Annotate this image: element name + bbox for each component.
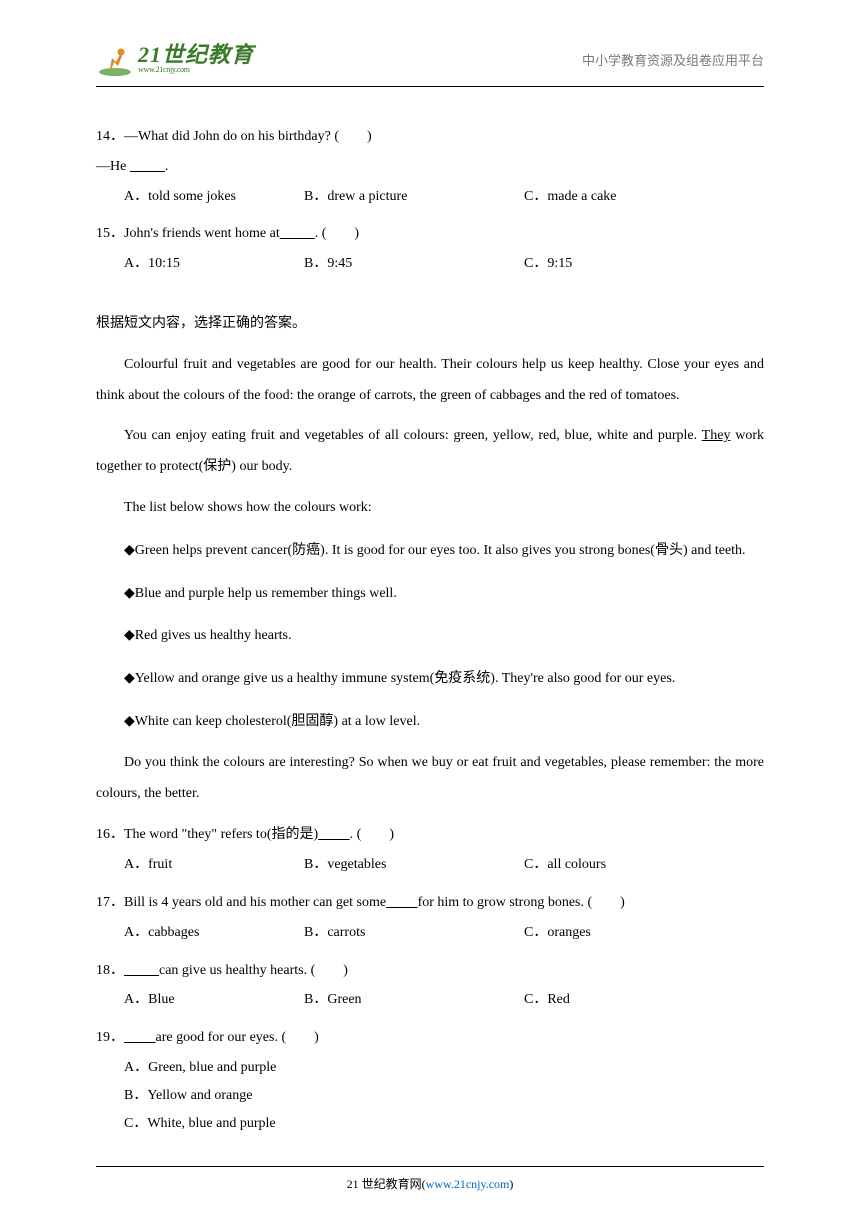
- q16-choice-c[interactable]: C．all colours: [524, 853, 764, 877]
- bullet-4: ◆Yellow and orange give us a healthy imm…: [96, 662, 764, 695]
- q19-choice-b[interactable]: B．Yellow and orange: [124, 1084, 764, 1108]
- q18-choice-c[interactable]: C．Red: [524, 988, 764, 1012]
- page-footer: 21 世纪教育网(www.21cnjy.com): [96, 1166, 764, 1192]
- q14-blank[interactable]: [130, 159, 165, 174]
- q19-choices: A．Green, blue and purple B．Yellow and or…: [96, 1056, 764, 1135]
- q16-choice-b[interactable]: B．vegetables: [304, 853, 524, 877]
- q17-choice-b[interactable]: B．carrots: [304, 921, 524, 945]
- passage-p3: The list below shows how the colours wor…: [96, 493, 764, 524]
- q16-text: The word "they" refers to(指的是): [124, 823, 318, 847]
- q18-text: can give us healthy hearts. ( ): [159, 959, 348, 983]
- logo: 21世纪教育 www.21cnjy.com: [96, 40, 254, 78]
- q17-choice-a[interactable]: A．cabbages: [124, 921, 304, 945]
- q17-num: 17．: [96, 891, 124, 915]
- logo-sub-text: www.21cnjy.com: [138, 66, 254, 74]
- logo-text: 21世纪教育 www.21cnjy.com: [138, 44, 254, 74]
- passage-p4: Do you think the colours are interesting…: [96, 748, 764, 810]
- footer-link[interactable]: www.21cnjy.com: [426, 1177, 510, 1191]
- q18-choice-a[interactable]: A．Blue: [124, 988, 304, 1012]
- q18-num: 18．: [96, 959, 124, 983]
- bullet-5: ◆White can keep cholesterol(胆固醇) at a lo…: [96, 705, 764, 738]
- q16-num: 16．: [96, 823, 124, 847]
- q17-choice-c[interactable]: C．oranges: [524, 921, 764, 945]
- question-14: 14． —What did John do on his birthday? (…: [96, 125, 764, 149]
- q15-choice-b[interactable]: B．9:45: [304, 252, 524, 276]
- q14-period: .: [165, 159, 169, 174]
- question-16: 16． The word "they" refers to(指的是) . ( ): [96, 823, 764, 847]
- q14-sub: —He: [96, 159, 130, 174]
- question-19: 19． are good for our eyes. ( ): [96, 1026, 764, 1050]
- question-18: 18． can give us healthy hearts. ( ): [96, 959, 764, 983]
- q17-tail: for him to grow strong bones. ( ): [418, 891, 625, 915]
- q19-choice-c[interactable]: C．White, blue and purple: [124, 1112, 764, 1136]
- p2-underline: They: [702, 428, 731, 443]
- q16-tail: . ( ): [350, 823, 394, 847]
- bullet-3: ◆Red gives us healthy hearts.: [96, 619, 764, 652]
- q14-num: 14．: [96, 125, 124, 149]
- content-area: 14． —What did John do on his birthday? (…: [0, 87, 860, 1175]
- header-inner: 21世纪教育 www.21cnjy.com 中小学教育资源及组卷应用平台: [96, 40, 764, 87]
- q17-blank[interactable]: [386, 891, 418, 915]
- passage-p2: You can enjoy eating fruit and vegetable…: [96, 421, 764, 483]
- question-17: 17． Bill is 4 years old and his mother c…: [96, 891, 764, 915]
- header-right-text: 中小学教育资源及组卷应用平台: [582, 50, 764, 69]
- q18-choice-b[interactable]: B．Green: [304, 988, 524, 1012]
- q17-choices: A．cabbages B．carrots C．oranges: [96, 921, 764, 945]
- q15-tail: . ( ): [315, 222, 359, 246]
- q17-text: Bill is 4 years old and his mother can g…: [124, 891, 386, 915]
- logo-icon: [96, 40, 134, 78]
- p2-a: You can enjoy eating fruit and vegetable…: [124, 428, 702, 443]
- q15-choices: A．10:15 B．9:45 C．9:15: [96, 252, 764, 276]
- footer-prefix: 21 世纪教育网(: [347, 1177, 426, 1191]
- footer-suffix: ): [509, 1177, 513, 1191]
- q14-text: —What did John do on his birthday? ( ): [124, 125, 372, 149]
- logo-main-text: 21世纪教育: [138, 44, 254, 66]
- q15-blank[interactable]: [280, 222, 315, 246]
- bullet-1: ◆Green helps prevent cancer(防癌). It is g…: [96, 534, 764, 567]
- q15-choice-c[interactable]: C．9:15: [524, 252, 764, 276]
- bullet-2: ◆Blue and purple help us remember things…: [96, 577, 764, 610]
- q14-choice-a[interactable]: A．told some jokes: [124, 185, 304, 209]
- q14-choices: A．told some jokes B．drew a picture C．mad…: [96, 185, 764, 209]
- passage-instruction: 根据短文内容，选择正确的答案。: [96, 312, 764, 336]
- q16-blank[interactable]: [318, 823, 350, 847]
- q18-choices: A．Blue B．Green C．Red: [96, 988, 764, 1012]
- q15-text: John's friends went home at: [124, 222, 280, 246]
- q19-text: are good for our eyes. ( ): [156, 1026, 319, 1050]
- q18-blank[interactable]: [124, 959, 159, 983]
- q19-blank[interactable]: [124, 1026, 156, 1050]
- passage-p1: Colourful fruit and vegetables are good …: [96, 350, 764, 412]
- q14-response: —He .: [96, 155, 764, 179]
- q19-choice-a[interactable]: A．Green, blue and purple: [124, 1056, 764, 1080]
- q16-choices: A．fruit B．vegetables C．all colours: [96, 853, 764, 877]
- q14-choice-c[interactable]: C．made a cake: [524, 185, 764, 209]
- q16-choice-a[interactable]: A．fruit: [124, 853, 304, 877]
- q15-choice-a[interactable]: A．10:15: [124, 252, 304, 276]
- q15-num: 15．: [96, 222, 124, 246]
- question-15: 15． John's friends went home at . ( ): [96, 222, 764, 246]
- page-header: 21世纪教育 www.21cnjy.com 中小学教育资源及组卷应用平台: [0, 0, 860, 87]
- q19-num: 19．: [96, 1026, 124, 1050]
- q14-choice-b[interactable]: B．drew a picture: [304, 185, 524, 209]
